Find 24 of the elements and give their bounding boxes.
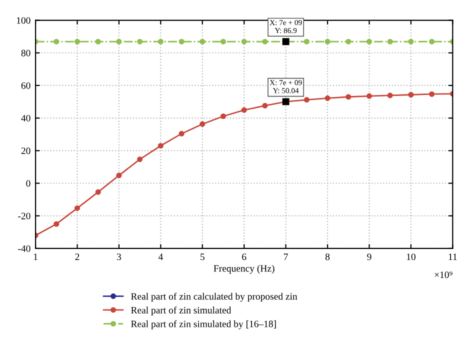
x-tick-label: 4 <box>158 254 163 260</box>
x-tick-label: 3 <box>117 254 122 260</box>
legend-label: Real part of zin simulated <box>131 306 232 316</box>
y-tick-label: 0 <box>26 180 30 187</box>
y-tick-label: 80 <box>21 50 30 56</box>
x-axis-title: Frequency (Hz) <box>214 264 274 274</box>
y-tick-label: -20 <box>18 212 30 220</box>
text: ×10⁹ <box>434 272 452 278</box>
y-tick-label: 100 <box>16 17 30 24</box>
x-tick-label: 5 <box>200 254 204 260</box>
x-tick-label: 11 <box>448 254 457 260</box>
x-tick-label: 8 <box>325 254 330 260</box>
x-tick-label: 6 <box>242 254 246 260</box>
y-tick-label: -40 <box>18 245 30 252</box>
legend-label: Real part of zin simulated by [16–18] <box>131 320 276 330</box>
x-tick-label: 2 <box>75 254 80 260</box>
y-tick-label: 60 <box>21 82 30 89</box>
legend-label: Real part of zin calculated by proposed zin <box>131 292 298 302</box>
x-tick-label: 1 <box>34 254 38 260</box>
y-tick-label: 40 <box>21 114 30 122</box>
x-tick-label: 10 <box>406 254 416 260</box>
x-tick-label: 7 <box>284 254 288 260</box>
y-tick-label: 20 <box>21 148 30 154</box>
x-tick-label: 9 <box>367 254 372 260</box>
